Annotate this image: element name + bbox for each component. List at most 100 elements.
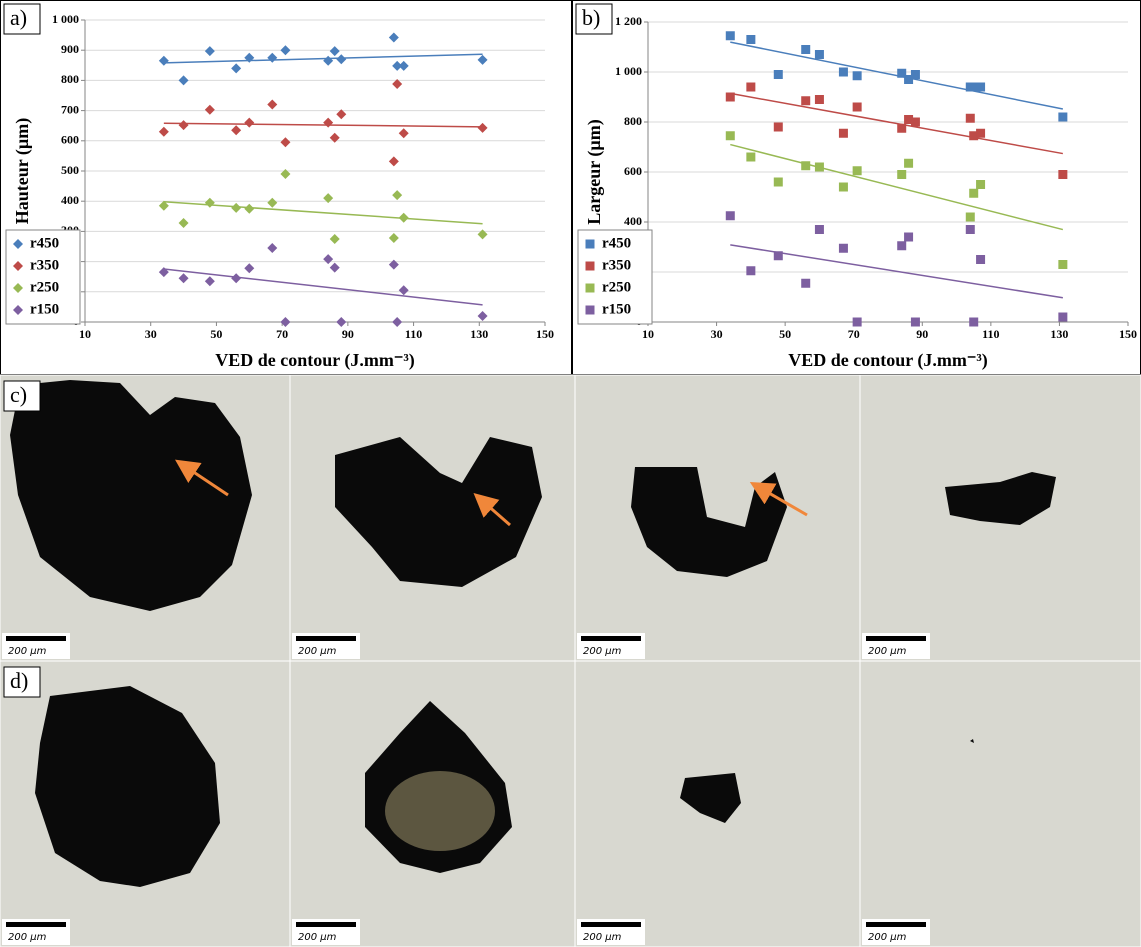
data-point	[725, 31, 735, 41]
data-point	[852, 317, 862, 327]
data-point	[773, 251, 783, 261]
micrograph-bg	[859, 374, 1141, 662]
data-point	[244, 52, 255, 63]
data-point	[773, 177, 783, 187]
data-point	[158, 126, 169, 137]
micrograph: 200 µm	[289, 374, 576, 662]
data-point	[969, 131, 979, 141]
data-point	[231, 63, 242, 74]
y-tick-label: 400	[624, 214, 642, 228]
x-tick-label: 10	[79, 327, 91, 341]
micrograph-bg	[859, 660, 1141, 947]
data-point	[244, 263, 255, 274]
panel-label-box	[3, 3, 41, 35]
data-point	[336, 109, 347, 120]
y-tick-label: 800	[61, 72, 79, 86]
scale-label: 200 µm	[583, 646, 622, 657]
data-point	[477, 229, 488, 240]
data-point	[746, 35, 756, 44]
legend-label: r450	[30, 235, 59, 251]
micrograph: 200 µm	[0, 374, 291, 662]
row-label: c)	[10, 382, 27, 407]
arrow	[175, 459, 229, 497]
data-point	[976, 255, 986, 264]
data-point	[244, 203, 255, 214]
y-tick-label: 1 000	[615, 64, 642, 78]
data-point	[392, 60, 403, 71]
scale-label: 200 µm	[868, 932, 907, 943]
data-point	[178, 217, 189, 228]
y-tick-label: 400	[61, 193, 79, 207]
micrograph: 200 µm	[0, 660, 291, 947]
data-point	[773, 70, 783, 79]
x-tick-label: 50	[779, 327, 791, 341]
data-point	[976, 82, 986, 92]
data-point	[329, 46, 340, 57]
legend-marker	[585, 283, 595, 293]
scale-bar	[581, 922, 641, 927]
legend-marker	[585, 305, 595, 315]
data-point	[969, 317, 979, 327]
legend-marker	[13, 283, 23, 293]
unfused-powder	[385, 771, 495, 851]
y-tick-label: 700	[61, 102, 79, 116]
data-point	[323, 193, 334, 204]
data-point	[1058, 170, 1068, 179]
data-point	[910, 317, 920, 327]
data-point	[838, 67, 848, 77]
data-point	[329, 262, 340, 273]
scale-bar	[296, 636, 356, 641]
arrow	[473, 493, 511, 527]
x-tick-label: 90	[342, 327, 354, 341]
legend-marker	[13, 261, 23, 271]
micrograph: 200 µm	[574, 374, 861, 662]
data-point	[398, 285, 409, 296]
data-point	[965, 113, 975, 123]
scale-label: 200 µm	[583, 932, 622, 943]
data-point	[814, 225, 824, 234]
data-point	[969, 82, 979, 92]
x-axis-label: VED de contour (J.mm⁻³)	[215, 350, 415, 371]
legend-label: r250	[30, 279, 59, 295]
data-point	[965, 212, 975, 222]
data-point	[336, 54, 347, 65]
x-tick-label: 130	[1050, 327, 1068, 341]
data-point	[388, 32, 399, 43]
data-point	[178, 273, 189, 284]
legend-marker	[13, 239, 23, 249]
data-point	[477, 122, 488, 133]
scale-label: 200 µm	[8, 646, 47, 657]
x-tick-label: 70	[276, 327, 288, 341]
legend-label: r350	[602, 257, 631, 273]
y-tick-label: 900	[61, 42, 79, 56]
scale-bar	[581, 636, 641, 641]
pore	[35, 686, 220, 887]
x-tick-label: 130	[470, 327, 488, 341]
data-point	[244, 117, 255, 128]
data-point	[204, 104, 215, 115]
x-tick-label: 110	[405, 327, 422, 341]
data-point	[801, 96, 811, 106]
trendline	[163, 268, 483, 306]
data-point	[231, 273, 242, 284]
data-point	[746, 152, 756, 162]
scale-bar	[6, 636, 66, 641]
pore	[970, 739, 974, 743]
data-point	[392, 79, 403, 90]
pore	[10, 380, 252, 611]
legend-marker	[13, 305, 23, 315]
data-point	[910, 70, 920, 79]
row-label: d)	[10, 668, 28, 693]
panel-label: a)	[10, 5, 27, 30]
data-point	[725, 92, 735, 102]
data-point	[267, 197, 278, 208]
pore	[680, 773, 741, 823]
x-axis-label: VED de contour (J.mm⁻³)	[788, 350, 988, 371]
trendline	[730, 92, 1063, 155]
data-point	[976, 128, 986, 138]
pore	[945, 472, 1056, 525]
data-point	[897, 170, 907, 179]
data-point	[897, 123, 907, 133]
legend-label: r250	[602, 279, 631, 295]
